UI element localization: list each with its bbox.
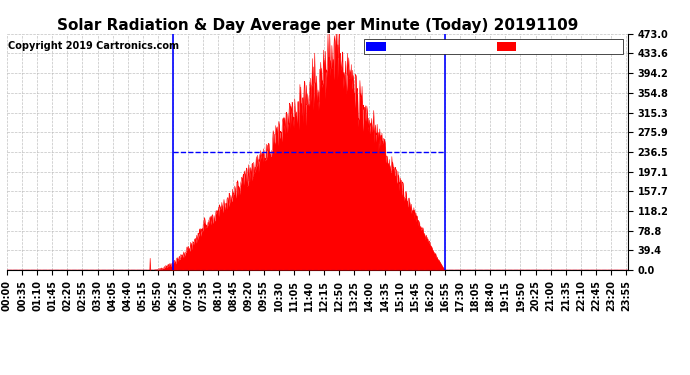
Title: Solar Radiation & Day Average per Minute (Today) 20191109: Solar Radiation & Day Average per Minute… <box>57 18 578 33</box>
Legend: Median (W/m2), Radiation (W/m2): Median (W/m2), Radiation (W/m2) <box>364 39 623 54</box>
Text: Copyright 2019 Cartronics.com: Copyright 2019 Cartronics.com <box>8 41 179 51</box>
